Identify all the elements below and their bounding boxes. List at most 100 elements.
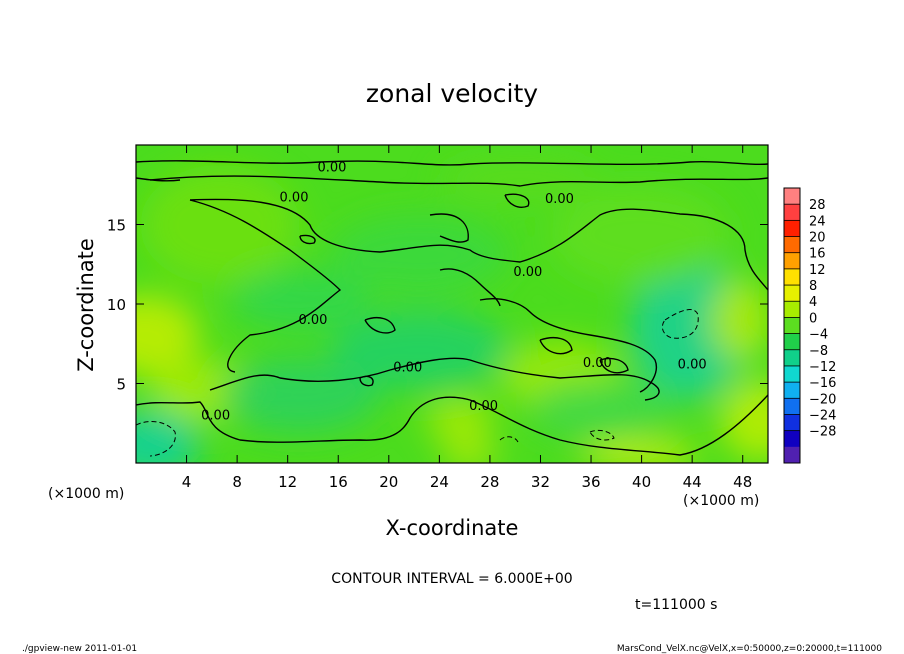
colorbar-swatch — [784, 220, 800, 238]
contour-lines — [136, 160, 768, 456]
colorbar-label: 0 — [809, 311, 817, 326]
y-tick-label: 15 — [107, 217, 126, 235]
contour-line — [439, 268, 501, 307]
field-region — [710, 280, 768, 360]
colorbar-label: 4 — [809, 295, 817, 310]
contour-line — [209, 357, 660, 401]
negative-contour — [661, 309, 699, 339]
field-region — [136, 295, 200, 375]
colorbar-label: −24 — [809, 408, 836, 423]
x-tick-label: 20 — [379, 473, 398, 491]
contour-labels: 0.00 0.00 0.00 0.00 0.00 0.00 0.00 0.00 0.00 0.00 — [201, 160, 707, 423]
x-tick-label: 40 — [632, 473, 651, 491]
colorbar-swatch — [784, 204, 800, 221]
contour-line — [429, 213, 469, 243]
colorbar-swatch — [784, 301, 800, 318]
contour-label: 0.00 — [298, 313, 327, 328]
contour-line — [479, 298, 657, 393]
x-tick-label: 8 — [232, 473, 242, 491]
x-axis: 4 8 12 16 20 24 28 32 36 40 44 48 — [182, 145, 752, 491]
colorbar-label: 20 — [809, 231, 826, 246]
field-region — [136, 410, 200, 463]
contour-line — [539, 337, 573, 355]
y-tick-label: 10 — [107, 296, 126, 314]
contour-label: 0.00 — [583, 356, 612, 371]
x-tick-label: 44 — [683, 473, 702, 491]
contour-label: 0.00 — [678, 357, 707, 372]
y-tick-label: 5 — [116, 376, 126, 394]
colorbar-swatch — [784, 446, 800, 464]
colorbar-swatch — [784, 414, 800, 432]
field-region — [720, 380, 768, 460]
contour-line — [504, 193, 530, 208]
colorbar-swatch — [784, 317, 800, 335]
colorbar-swatch — [784, 349, 800, 367]
colorbar-swatch — [784, 236, 800, 254]
chart-title: zonal velocity — [366, 79, 538, 108]
contour-line — [189, 199, 342, 373]
field-region — [140, 165, 300, 285]
contour-label: 0.00 — [280, 190, 309, 205]
x-tick-label: 32 — [531, 473, 550, 491]
field-region — [440, 160, 600, 200]
footer-right: MarsCond_VelX.nc@VelX,x=0:50000,z=0:2000… — [617, 644, 882, 654]
field-region — [425, 400, 495, 440]
contour-line — [149, 175, 768, 187]
colorbar-swatch — [784, 398, 800, 415]
contour-line — [359, 375, 374, 387]
contour-line — [136, 394, 768, 456]
colorbar-swatch — [784, 365, 800, 383]
contour-label: 0.00 — [201, 408, 230, 423]
field-region — [440, 443, 500, 463]
colorbar-label: 8 — [809, 279, 817, 294]
x-tick-label: 12 — [278, 473, 297, 491]
negative-contours — [136, 309, 699, 457]
y-axis-label: Z-coordinate — [74, 238, 98, 372]
x-axis-label: X-coordinate — [386, 516, 519, 540]
plot-area — [136, 145, 768, 463]
colorbar-swatch — [784, 382, 800, 399]
contour-line — [136, 160, 768, 166]
colorbar-label: 28 — [809, 198, 826, 213]
colorbar-swatch — [784, 188, 800, 205]
x-tick-label: 28 — [480, 473, 499, 491]
x-tick-label: 24 — [430, 473, 449, 491]
contour-interval: CONTOUR INTERVAL = 6.000E+00 — [331, 571, 572, 587]
x-tick-label: 4 — [182, 473, 192, 491]
footer-left: ./gpview-new 2011-01-01 — [22, 644, 137, 654]
contour-label: 0.00 — [393, 361, 422, 376]
contour-label: 0.00 — [469, 399, 498, 414]
contour-line — [599, 357, 629, 374]
y-unit-label: (×1000 m) — [48, 486, 124, 502]
field-region — [530, 380, 670, 440]
colorbar-label: −28 — [809, 425, 836, 440]
contour-label: 0.00 — [513, 265, 542, 280]
colorbar-label: −16 — [809, 376, 836, 391]
colorbar-swatch — [784, 333, 800, 351]
time-label: t=111000 s — [635, 597, 717, 613]
contour-label: 0.00 — [317, 160, 346, 175]
contour-label: 0.00 — [545, 192, 574, 207]
y-axis: 5 10 15 — [107, 217, 768, 394]
colorbar-swatch — [784, 430, 800, 448]
x-tick-label: 36 — [581, 473, 600, 491]
field-region — [550, 185, 730, 285]
negative-contour — [589, 429, 615, 441]
contour-line — [299, 234, 316, 245]
colorbar-frame — [783, 187, 801, 464]
x-unit-label: (×1000 m) — [683, 493, 759, 509]
colorbar-label: −12 — [809, 360, 836, 375]
colorbar-swatch — [784, 285, 800, 302]
field-region — [330, 215, 510, 295]
contour-line — [189, 198, 768, 291]
colorbar-label: 16 — [809, 247, 826, 262]
contour-line — [136, 177, 181, 182]
colorbar-label: −20 — [809, 392, 836, 407]
x-tick-label: 16 — [329, 473, 348, 491]
colorbar-label: 12 — [809, 263, 826, 278]
colorbar-swatch — [784, 268, 800, 286]
contour-line — [364, 317, 396, 334]
colorbar-swatch — [784, 252, 800, 270]
